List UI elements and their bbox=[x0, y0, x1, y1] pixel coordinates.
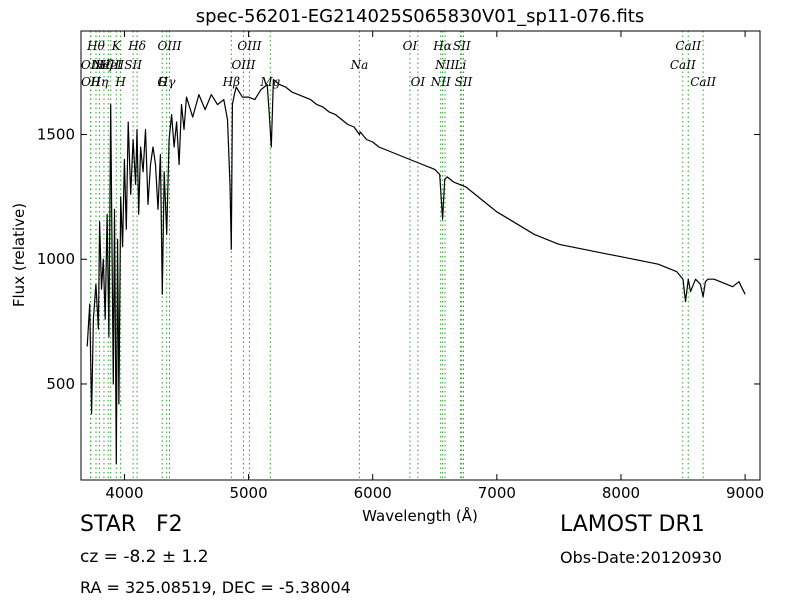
coordinates: RA = 325.08519, DEC = -5.38004 bbox=[80, 578, 351, 597]
line-marker-label: Hδ bbox=[127, 39, 146, 53]
line-marker-label: CaII bbox=[670, 58, 696, 72]
line-marker-label: Mg bbox=[259, 75, 280, 89]
x-tick-label: 6000 bbox=[354, 484, 392, 502]
line-marker-label: Hη bbox=[90, 75, 109, 89]
line-marker-label: NII bbox=[434, 58, 455, 72]
y-axis: 500 1000 1500 bbox=[37, 126, 760, 393]
x-axis: 4000 5000 6000 7000 8000 9000 bbox=[105, 31, 764, 502]
spectral-line-markers bbox=[90, 31, 704, 480]
object-class: STAR bbox=[80, 512, 137, 537]
x-tick-label: 7000 bbox=[478, 484, 516, 502]
line-marker-label: Hγ bbox=[157, 75, 176, 89]
line-marker-label: HeI bbox=[99, 58, 123, 72]
x-tick-label: 4000 bbox=[105, 484, 143, 502]
line-marker-label: OII bbox=[81, 58, 101, 72]
line-marker-label: OIII bbox=[231, 58, 255, 72]
y-tick-label: 1500 bbox=[37, 126, 75, 144]
y-tick-label: 1000 bbox=[37, 250, 75, 268]
plot-frame bbox=[80, 30, 761, 481]
line-marker-label: SII bbox=[453, 39, 471, 53]
line-marker-label: Na bbox=[350, 58, 369, 72]
line-marker-label: Hβ bbox=[222, 75, 240, 89]
line-marker-label: OI bbox=[403, 39, 418, 53]
x-tick-label: 8000 bbox=[602, 484, 640, 502]
observation-date: Obs-Date:20120930 bbox=[560, 548, 722, 567]
spectrum-line bbox=[86, 79, 746, 465]
redshift-value: cz = -8.2 ± 1.2 bbox=[80, 547, 209, 567]
object-classification: STAR F2 bbox=[80, 512, 183, 537]
x-tick-label: 9000 bbox=[726, 484, 764, 502]
line-marker-label: SII bbox=[124, 58, 142, 72]
x-axis-label: Wavelength (Å) bbox=[362, 506, 478, 525]
line-marker-label: OIII bbox=[157, 39, 181, 53]
line-marker-label: Hθ bbox=[86, 39, 105, 53]
chart-title: spec-56201-EG214025S065830V01_sp11-076.f… bbox=[196, 6, 644, 27]
line-marker-label: NeIII bbox=[91, 58, 124, 72]
object-subclass: F2 bbox=[156, 512, 183, 537]
line-marker-label: SII bbox=[455, 75, 473, 89]
line-marker-label: Hζ bbox=[94, 58, 113, 72]
x-tick-label: 5000 bbox=[229, 484, 267, 502]
line-marker-label: OIII bbox=[237, 39, 261, 53]
line-marker-label: Li bbox=[454, 58, 467, 72]
y-axis-label: Flux (relative) bbox=[10, 203, 28, 307]
line-marker-label: K bbox=[111, 39, 122, 53]
line-marker-label: CaII bbox=[675, 39, 701, 53]
line-marker-label: Hα bbox=[432, 39, 452, 53]
line-marker-label: NII bbox=[430, 75, 451, 89]
survey-name: LAMOST DR1 bbox=[560, 512, 705, 537]
line-marker-label: OII bbox=[81, 75, 101, 89]
y-tick-label: 500 bbox=[46, 375, 75, 393]
line-marker-label: CaII bbox=[690, 75, 716, 89]
line-marker-label: OI bbox=[411, 75, 426, 89]
line-marker-label: H bbox=[114, 75, 126, 89]
line-marker-label: G bbox=[157, 75, 167, 89]
